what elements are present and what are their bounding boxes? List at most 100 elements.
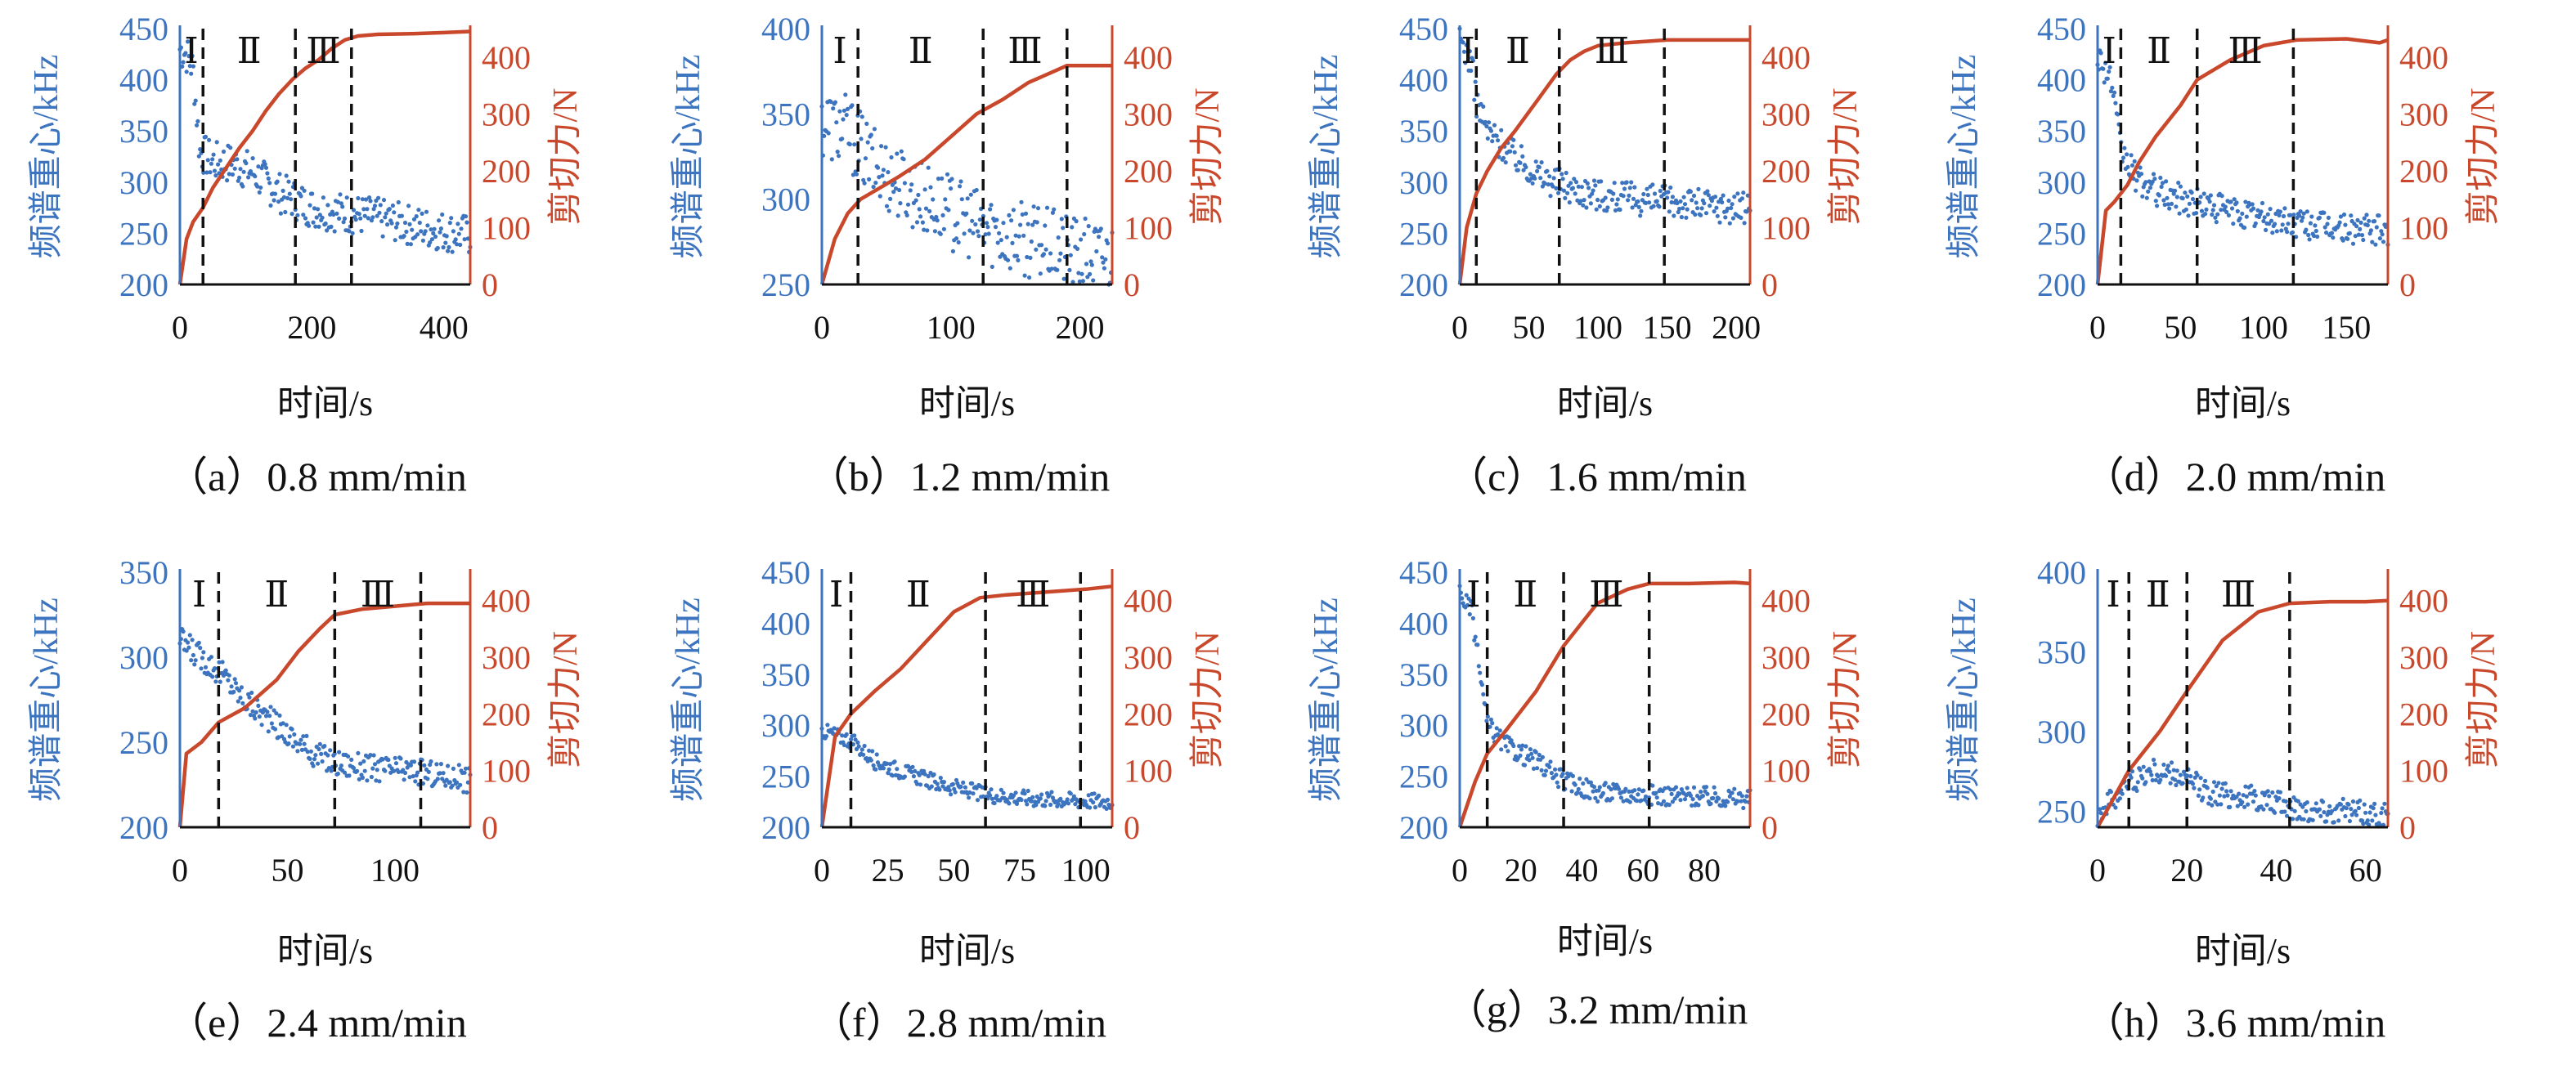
left-axis-label: 频谱重心/kHz <box>1945 55 1983 259</box>
spectral-centroid-point <box>2358 226 2363 231</box>
spectral-centroid-point <box>1527 758 1532 763</box>
spectral-centroid-point <box>1530 181 1535 186</box>
spectral-centroid-point <box>2298 209 2303 214</box>
spectral-centroid-point <box>298 741 303 746</box>
right-tick-label: 100 <box>482 209 531 246</box>
spectral-centroid-point <box>257 190 262 195</box>
spectral-centroid-point <box>1624 180 1629 185</box>
spectral-centroid-point <box>1609 787 1613 792</box>
spectral-centroid-point <box>1540 184 1545 189</box>
spectral-centroid-point <box>305 750 310 754</box>
spectral-centroid-point <box>1464 593 1469 598</box>
spectral-centroid-point <box>888 196 893 201</box>
spectral-centroid-point <box>2162 202 2167 208</box>
spectral-centroid-point <box>355 768 360 773</box>
spectral-centroid-point <box>2322 810 2327 815</box>
spectral-centroid-point <box>1519 747 1524 752</box>
spectral-centroid-point <box>2169 201 2174 206</box>
left-tick-label: 350 <box>2037 634 2086 671</box>
spectral-centroid-point <box>1066 801 1071 806</box>
spectral-centroid-point <box>2158 175 2163 181</box>
spectral-centroid-point <box>850 103 855 108</box>
right-tick-label: 0 <box>2399 266 2416 303</box>
spectral-centroid-point <box>1564 170 1568 176</box>
spectral-centroid-point <box>2322 225 2327 230</box>
shear-force-line <box>819 63 1112 285</box>
spectral-centroid-point <box>1659 802 1664 807</box>
spectral-centroid-point <box>2373 813 2378 817</box>
spectral-centroid-point <box>387 207 392 212</box>
spectral-centroid-point <box>2264 803 2269 808</box>
spectral-centroid-point <box>250 156 255 161</box>
spectral-centroid-point <box>971 791 976 796</box>
spectral-centroid-point <box>1034 803 1039 808</box>
spectral-centroid-point <box>455 780 460 785</box>
left-tick-label: 450 <box>761 554 810 591</box>
x-tick-label: 0 <box>172 852 188 889</box>
spectral-centroid-point <box>1560 172 1564 177</box>
spectral-centroid-point <box>891 190 896 195</box>
spectral-centroid-point <box>415 232 420 237</box>
spectral-centroid-point <box>1528 747 1533 752</box>
spectral-centroid-point <box>1665 195 1670 200</box>
right-tick-label: 200 <box>1124 153 1173 190</box>
spectral-centroid-point <box>392 210 397 215</box>
spectral-centroid-point <box>191 64 195 69</box>
spectral-centroid-point <box>1630 205 1635 210</box>
spectral-centroid-point <box>2324 819 2329 824</box>
right-axis-label: 剪切力/N <box>2465 87 2502 225</box>
spectral-centroid-point <box>901 157 906 162</box>
spectral-centroid-point <box>902 181 907 186</box>
spectral-centroid-point <box>376 195 381 200</box>
spectral-centroid-point <box>1560 772 1565 777</box>
spectral-centroid-point <box>2188 774 2193 779</box>
spectral-centroid-point <box>1554 772 1559 777</box>
spectral-centroid-point <box>332 229 337 234</box>
spectral-centroid-point <box>913 198 918 203</box>
spectral-centroid-point <box>359 228 364 234</box>
spectral-centroid-point <box>393 225 399 230</box>
spectral-centroid-point <box>392 768 397 773</box>
spectral-centroid-point <box>2311 233 2317 239</box>
spectral-centroid-point <box>1578 199 1583 204</box>
spectral-centroid-point <box>1661 799 1667 804</box>
spectral-centroid-point <box>321 195 325 200</box>
spectral-centroid-point <box>285 195 290 200</box>
spectral-centroid-point <box>958 179 963 184</box>
spectral-centroid-point <box>916 192 921 198</box>
spectral-centroid-point <box>407 222 412 226</box>
spectral-centroid-point <box>826 131 831 136</box>
spectral-centroid-point <box>1032 799 1037 804</box>
spectral-centroid-point <box>1669 791 1674 797</box>
spectral-centroid-point <box>1530 755 1535 760</box>
spectral-centroid-point <box>1070 280 1075 284</box>
spectral-centroid-point <box>2249 783 2254 788</box>
left-tick-label: 400 <box>1399 605 1448 642</box>
spectral-centroid-point <box>2129 775 2134 780</box>
x-axis-label: 时间/s <box>1557 921 1653 961</box>
spectral-centroid-point <box>313 753 318 758</box>
spectral-centroid-point <box>2368 228 2373 233</box>
spectral-centroid-point <box>946 208 951 213</box>
spectral-centroid-point <box>221 673 227 678</box>
spectral-centroid-point <box>246 175 251 180</box>
spectral-centroid-point <box>975 798 981 803</box>
spectral-centroid-point <box>455 242 460 247</box>
spectral-centroid-point <box>926 774 931 779</box>
spectral-centroid-point <box>1604 208 1609 213</box>
spectral-centroid-point <box>1554 186 1559 190</box>
spectral-centroid-point <box>189 71 194 76</box>
spectral-centroid-point <box>1472 638 1477 642</box>
spectral-centroid-point <box>329 224 334 229</box>
spectral-centroid-point <box>183 51 188 56</box>
spectral-centroid-point <box>347 229 352 234</box>
spectral-centroid-point <box>235 157 240 162</box>
spectral-centroid-point <box>2338 214 2343 219</box>
right-tick-label: 0 <box>1124 266 1140 303</box>
spectral-centroid-point <box>351 766 357 771</box>
spectral-centroid-point <box>428 240 433 245</box>
spectral-centroid-point <box>1654 199 1659 204</box>
spectral-centroid-point <box>2268 207 2273 212</box>
spectral-centroid-point <box>2158 777 2163 782</box>
spectral-centroid-point <box>1721 193 1726 198</box>
